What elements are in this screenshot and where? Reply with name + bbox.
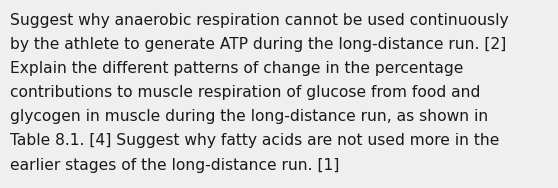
Text: by the athlete to generate ATP during the long-distance run. [2]: by the athlete to generate ATP during th… — [10, 37, 506, 52]
Text: Suggest why anaerobic respiration cannot be used continuously: Suggest why anaerobic respiration cannot… — [10, 13, 509, 28]
Text: Explain the different patterns of change in the percentage: Explain the different patterns of change… — [10, 61, 463, 76]
Text: glycogen in muscle during the long-distance run, as shown in: glycogen in muscle during the long-dista… — [10, 109, 488, 124]
Text: contributions to muscle respiration of glucose from food and: contributions to muscle respiration of g… — [10, 85, 480, 100]
Text: Table 8.1. [4] Suggest why fatty acids are not used more in the: Table 8.1. [4] Suggest why fatty acids a… — [10, 133, 499, 149]
Text: earlier stages of the long-distance run. [1]: earlier stages of the long-distance run.… — [10, 158, 339, 173]
